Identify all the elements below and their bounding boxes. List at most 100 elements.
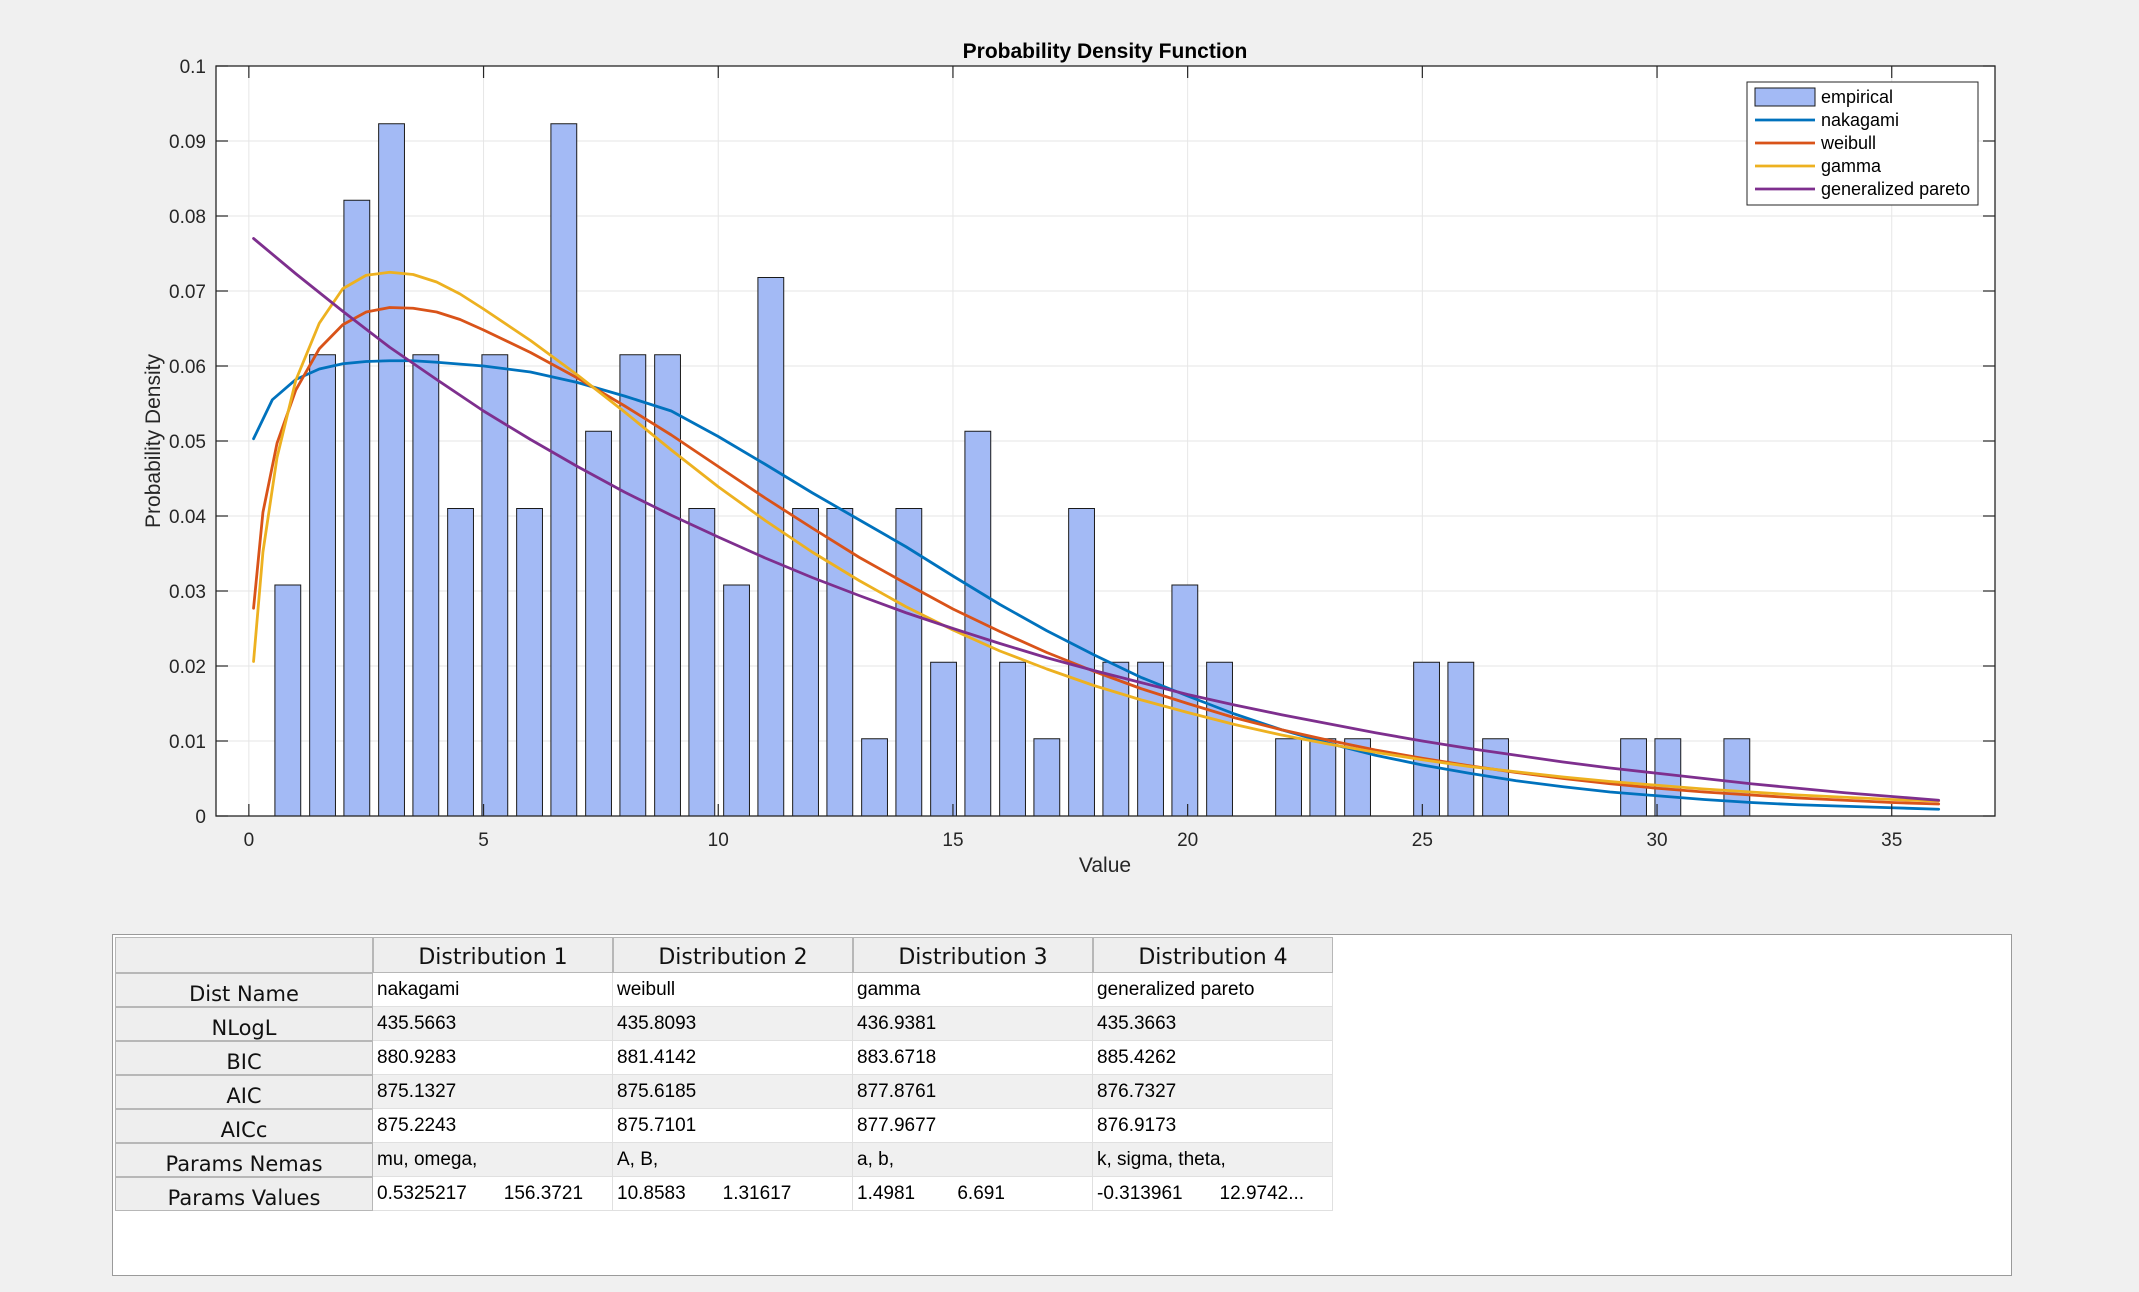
empirical-bar (378, 123, 405, 817)
table-cell[interactable]: 875.6185 (613, 1075, 853, 1109)
y-tick-label: 0.05 (169, 432, 206, 453)
empirical-bar (930, 661, 957, 817)
table-cell[interactable]: -0.313961 12.9742... (1093, 1177, 1333, 1211)
column-header[interactable]: Distribution 4 (1093, 937, 1333, 973)
table-cell[interactable]: 883.6718 (853, 1041, 1093, 1075)
x-tick-label: 20 (1177, 830, 1198, 851)
x-tick-label: 10 (708, 830, 729, 851)
series-line-weibull (252, 306, 1941, 806)
table-cell[interactable]: 0.5325217 156.3721 (373, 1177, 613, 1211)
y-tick-label: 0 (195, 807, 206, 828)
empirical-bar (723, 584, 750, 817)
empirical-bar (757, 277, 785, 817)
column-header[interactable]: Distribution 1 (373, 937, 613, 973)
empirical-bar (688, 508, 716, 817)
empirical-bar (309, 354, 336, 817)
axis-ticks: 0 5 10 15 20 25 30 35 0 0.01 0.02 0.03 0.04 0.05 0.06 0… (169, 57, 1995, 851)
empirical-bar (861, 738, 888, 817)
y-tick-label: 0.07 (169, 282, 206, 303)
series-line-generalized-pareto (252, 237, 1941, 802)
empirical-bar (826, 508, 854, 817)
x-tick-label: 15 (942, 830, 963, 851)
empirical-bar (1447, 661, 1475, 817)
y-axis-label: Probability Density (142, 354, 165, 528)
table-cell[interactable]: a, b, (853, 1143, 1093, 1177)
empirical-bar (274, 584, 302, 817)
y-tick-label: 0.06 (169, 357, 206, 378)
legend: empirical nakagami weibull gamma generalized… (1746, 81, 1979, 206)
row-header: BIC (115, 1041, 373, 1075)
table-cell[interactable]: 885.4262 (1093, 1041, 1333, 1075)
row-header: Params Nemas (115, 1143, 373, 1177)
empirical-bar (1275, 738, 1302, 817)
table-cell[interactable]: 435.3663 (1093, 1007, 1333, 1041)
x-tick-label: 0 (244, 830, 255, 851)
table-cell[interactable]: 875.7101 (613, 1109, 853, 1143)
table-cell[interactable]: 435.8093 (613, 1007, 853, 1041)
table-cell[interactable]: generalized pareto (1093, 973, 1333, 1007)
legend-entry: generalized pareto (1821, 179, 1970, 199)
y-tick-label: 0.09 (169, 132, 206, 153)
x-tick-label: 30 (1646, 830, 1667, 851)
x-tick-label: 35 (1881, 830, 1902, 851)
y-tick-label: 0.08 (169, 207, 206, 228)
row-header: Dist Name (115, 973, 373, 1007)
x-tick-label: 25 (1412, 830, 1433, 851)
table-cell[interactable]: 1.4981 6.691 (853, 1177, 1093, 1211)
table-cell[interactable]: 876.9173 (1093, 1109, 1333, 1143)
empirical-bar (1723, 738, 1751, 817)
column-header[interactable]: Distribution 2 (613, 937, 853, 973)
row-header: AICc (115, 1109, 373, 1143)
table-cell[interactable]: 877.8761 (853, 1075, 1093, 1109)
pdf-chart: 0 5 10 15 20 25 30 35 0 0.01 0.02 0.03 0.04 0.05 0.06 0… (142, 40, 1996, 877)
table-cell[interactable]: gamma (853, 973, 1093, 1007)
legend-entry: empirical (1821, 87, 1893, 107)
table-cell[interactable]: 875.2243 (373, 1109, 613, 1143)
y-tick-label: 0.03 (169, 582, 206, 603)
column-header[interactable]: Distribution 3 (853, 937, 1093, 973)
table-cell[interactable]: mu, omega, (373, 1143, 613, 1177)
empirical-bar (964, 430, 992, 817)
empirical-bar (1206, 661, 1233, 817)
y-tick-label: 0.04 (169, 507, 206, 528)
empirical-bar (1102, 661, 1130, 817)
table-cell[interactable]: 881.4142 (613, 1041, 853, 1075)
empirical-bar (895, 508, 923, 817)
empirical-bar (999, 661, 1026, 817)
table-cell[interactable]: 877.9677 (853, 1109, 1093, 1143)
row-header: AIC (115, 1075, 373, 1109)
legend-entry: weibull (1820, 133, 1876, 153)
empirical-bar (1309, 738, 1337, 817)
table-cell[interactable]: 10.8583 1.31617 (613, 1177, 853, 1211)
empirical-bar (792, 508, 819, 817)
row-header: NLogL (115, 1007, 373, 1041)
empirical-bar (654, 354, 681, 817)
empirical-bar (619, 354, 647, 817)
table-cell[interactable]: 880.9283 (373, 1041, 613, 1075)
empirical-bar (447, 508, 474, 817)
x-axis-label: Value (1079, 854, 1131, 877)
empirical-bar (1033, 738, 1061, 817)
chart-title: Probability Density Function (963, 40, 1248, 63)
table-cell[interactable]: 435.5663 (373, 1007, 613, 1041)
y-tick-label: 0.02 (169, 657, 206, 678)
table-cell[interactable]: 876.7327 (1093, 1075, 1333, 1109)
series-line-nakagami (252, 359, 1941, 811)
y-tick-label: 0.1 (180, 57, 206, 78)
fitted-curves (252, 237, 1941, 811)
table-cell[interactable]: nakagami (373, 973, 613, 1007)
table-cell[interactable]: 875.1327 (373, 1075, 613, 1109)
empirical-bar (343, 199, 371, 817)
legend-swatch (1754, 87, 1816, 107)
x-tick-label: 5 (478, 830, 489, 851)
table-cell[interactable]: k, sigma, theta, (1093, 1143, 1333, 1177)
empirical-bar (550, 123, 578, 817)
empirical-bar (1620, 738, 1647, 817)
table-cell[interactable]: A, B, (613, 1143, 853, 1177)
table-cell[interactable]: 436.9381 (853, 1007, 1093, 1041)
empirical-bar (1654, 738, 1682, 817)
series-line-gamma (252, 270, 1941, 803)
y-tick-label: 0.01 (169, 732, 206, 753)
table-cell[interactable]: weibull (613, 973, 853, 1007)
empirical-bar (516, 508, 543, 817)
